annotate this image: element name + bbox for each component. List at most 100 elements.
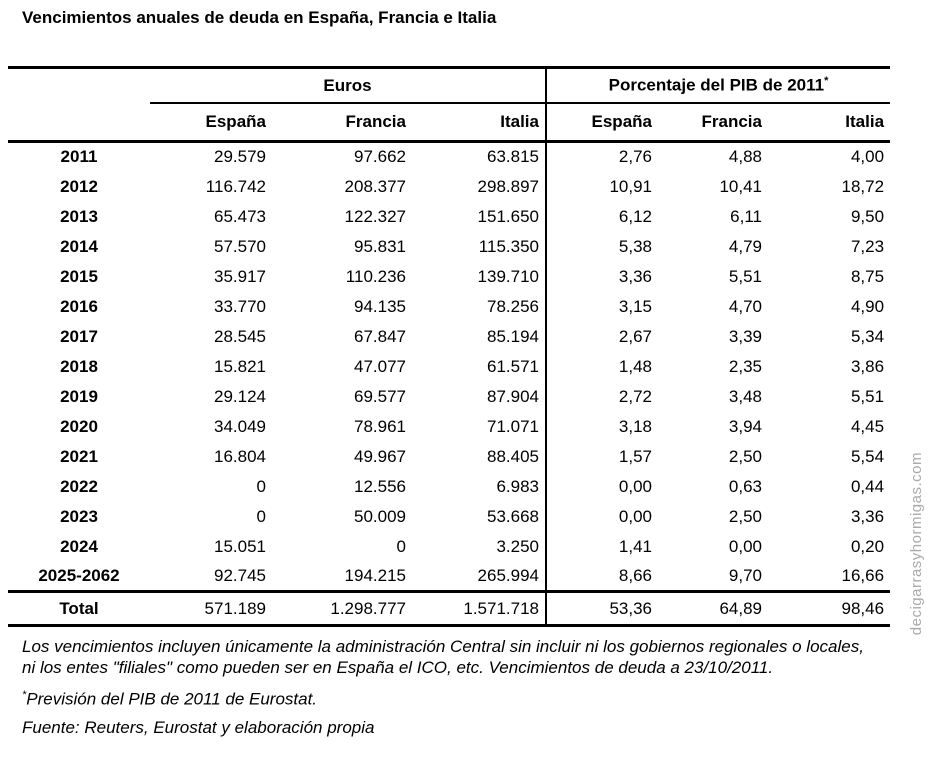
value-cell-euros: 33.770: [214, 296, 266, 316]
value-cell-pct: 3,94: [728, 416, 762, 436]
corner-cell: [8, 68, 150, 104]
value-cell-pct: 5,34: [850, 326, 885, 346]
value-cell-pct: 4,70: [728, 296, 762, 316]
year-cell: 2023: [60, 506, 98, 526]
group-header-euros: Euros: [150, 67, 546, 104]
year-cell: 2025-2062: [38, 565, 120, 585]
value-cell-pct: 8,66: [545, 561, 658, 592]
value-cell-euros: 34.049: [214, 416, 266, 436]
table-row: 2021 16.804 49.967 88.405 1,57 2,50 5,54: [8, 441, 890, 472]
value-cell-euros: 3.250: [496, 536, 539, 556]
value-cell-euros: 50.009: [354, 506, 406, 526]
table-row: 2018 15.821 47.077 61.571 1,48 2,35 3,86: [8, 351, 890, 382]
value-cell-pct: 1,57: [545, 441, 658, 472]
year-cell: 2024: [60, 536, 98, 556]
value-cell-euros: 87.904: [487, 386, 539, 406]
value-cell-pct: 6,11: [730, 206, 762, 226]
table-row: 2013 65.473 122.327 151.650 6,12 6,11 9,50: [8, 201, 890, 232]
value-cell-euros: 0: [256, 506, 266, 526]
value-cell-euros: 57.570: [214, 236, 266, 256]
value-cell-pct: 2,72: [545, 381, 658, 412]
total-euros-francia: 1.298.777: [272, 590, 412, 627]
value-cell-euros: 0: [396, 536, 406, 556]
table-row: 2014 57.570 95.831 115.350 5,38 4,79 7,23: [8, 231, 890, 262]
value-cell-euros: 71.071: [487, 416, 539, 436]
value-cell-pct: 2,50: [728, 506, 762, 526]
value-cell-euros: 92.745: [214, 565, 266, 585]
table-row: 2012 116.742 208.377 298.897 10,91 10,41 18,72: [8, 171, 890, 202]
value-cell-euros: 139.710: [477, 266, 539, 286]
year-cell: 2011: [60, 147, 98, 167]
value-cell-pct: 16,66: [841, 565, 885, 585]
value-cell-pct: 6,12: [545, 201, 658, 232]
value-cell-euros: 53.668: [487, 506, 539, 526]
table-row: 2022 0 12.556 6.983 0,00 0,63 0,44: [8, 471, 890, 502]
year-cell: 2018: [60, 356, 98, 376]
value-cell-pct: 0,00: [728, 536, 762, 556]
value-cell-pct: 0,00: [545, 501, 658, 532]
value-cell-pct: 1,48: [545, 351, 658, 382]
total-euros-espana: 571.189: [150, 590, 272, 627]
value-cell-pct: 2,76: [545, 141, 658, 172]
table-row: 2015 35.917 110.236 139.710 3,36 5,51 8,75: [8, 261, 890, 292]
value-cell-pct: 5,51: [728, 266, 762, 286]
value-cell-euros: 69.577: [354, 386, 406, 406]
value-cell-euros: 95.831: [354, 236, 406, 256]
value-cell-pct: 0,63: [728, 476, 762, 496]
footnote-source: Fuente: Reuters, Eurostat y elaboración …: [22, 717, 375, 737]
value-cell-euros: 47.077: [354, 356, 406, 376]
column-header-pct-italia: Italia: [768, 103, 891, 143]
table-body: 2011 29.579 97.662 63.815 2,76 4,88 4,00 2012 11…: [8, 141, 890, 592]
value-cell-pct: 0,00: [545, 471, 658, 502]
value-cell-pct: 9,50: [850, 206, 885, 226]
total-row: Total 571.189 1.298.777 1.571.718 53,36 …: [8, 590, 891, 627]
group-header-pct-asterisk: *: [824, 75, 829, 88]
value-cell-pct: 8,75: [850, 266, 885, 286]
year-cell: 2017: [60, 326, 98, 346]
column-header-euros-italia: Italia: [412, 103, 546, 143]
value-cell-euros: 78.256: [487, 296, 539, 316]
value-cell-euros: 122.327: [344, 206, 406, 226]
value-cell-pct: 2,35: [728, 356, 762, 376]
value-cell-euros: 61.571: [487, 356, 539, 376]
footnote-asterisk: *: [22, 689, 27, 701]
country-header-row: España Francia Italia España Francia Ita…: [8, 103, 891, 143]
value-cell-euros: 35.917: [214, 266, 266, 286]
footnote-pib-text: Previsión del PIB de 2011 de Eurostat.: [26, 689, 318, 709]
value-cell-pct: 5,51: [850, 386, 885, 406]
group-header-pct: Porcentaje del PIB de 2011*: [544, 67, 891, 104]
year-cell: 2020: [60, 416, 98, 436]
table-row: 2016 33.770 94.135 78.256 3,15 4,70 4,90: [8, 291, 890, 322]
value-cell-euros: 15.821: [214, 356, 266, 376]
value-cell-pct: 10,91: [545, 171, 658, 202]
table-row: 2024 15.051 0 3.250 1,41 0,00 0,20: [8, 531, 890, 562]
year-cell: 2015: [60, 266, 98, 286]
value-cell-pct: 7,23: [850, 236, 885, 256]
value-cell-euros: 6.983: [496, 476, 539, 496]
table-row: 2023 0 50.009 53.668 0,00 2,50 3,36: [8, 501, 890, 532]
value-cell-pct: 3,86: [850, 356, 885, 376]
footnotes: Los vencimientos incluyen únicamente la …: [22, 636, 867, 745]
value-cell-euros: 15.051: [214, 536, 266, 556]
value-cell-euros: 88.405: [487, 446, 539, 466]
footnote-scope: Los vencimientos incluyen únicamente la …: [22, 637, 864, 677]
debt-table: Euros Porcentaje del PIB de 2011* España…: [8, 66, 891, 627]
value-cell-euros: 116.742: [205, 176, 266, 196]
value-cell-euros: 110.236: [345, 266, 406, 286]
value-cell-pct: 3,48: [728, 386, 762, 406]
value-cell-euros: 49.967: [354, 446, 406, 466]
group-header-row: Euros Porcentaje del PIB de 2011*: [8, 67, 891, 104]
watermark: decigarrasyhormigas.com: [908, 452, 925, 636]
value-cell-pct: 3,39: [728, 326, 762, 346]
table-row: 2025-2062 92.745 194.215 265.994 8,66 9,70 16,…: [8, 561, 890, 592]
column-header-euros-espana: España: [150, 103, 272, 143]
value-cell-pct: 4,88: [728, 147, 762, 167]
value-cell-pct: 9,70: [728, 565, 762, 585]
year-cell: 2014: [60, 236, 98, 256]
value-cell-pct: 5,38: [545, 231, 658, 262]
column-header-euros-francia: Francia: [272, 103, 412, 143]
value-cell-pct: 10,41: [719, 176, 762, 196]
value-cell-euros: 0: [256, 476, 266, 496]
value-cell-pct: 3,36: [545, 261, 658, 292]
